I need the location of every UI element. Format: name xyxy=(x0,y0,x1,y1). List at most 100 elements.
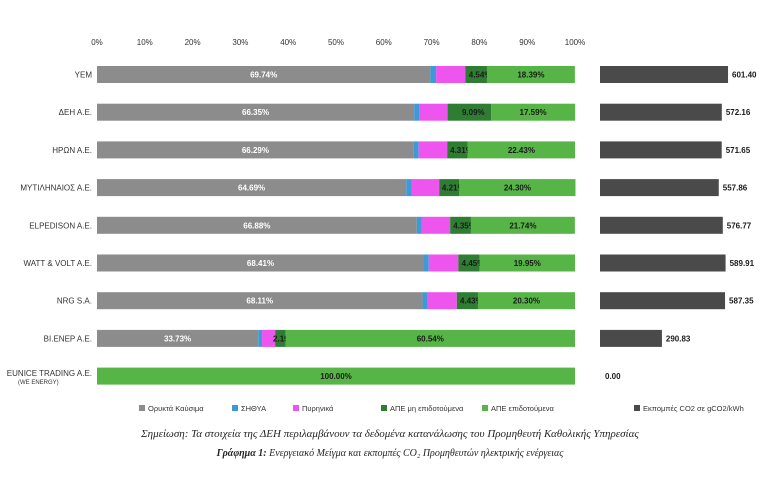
bar-segment xyxy=(423,254,429,272)
bar-segment xyxy=(456,292,478,310)
data-label: 17.59% xyxy=(520,108,547,117)
data-label: 60.54% xyxy=(417,334,444,343)
bar-segment xyxy=(486,66,575,83)
data-label: 4.43% xyxy=(460,297,483,306)
bar-segment xyxy=(97,367,575,385)
x-tick-label: 10% xyxy=(137,38,153,47)
x-tick-label: 80% xyxy=(471,38,487,47)
data-label: 4.54% xyxy=(469,71,492,80)
data-label: 4.31% xyxy=(450,146,473,155)
x-tick-label: 60% xyxy=(376,38,392,47)
bar-segment xyxy=(421,216,451,234)
bar-segment xyxy=(414,103,420,121)
bar-segment xyxy=(465,66,487,83)
data-label: 21.74% xyxy=(509,221,536,230)
bar-segment xyxy=(413,141,419,159)
bar-segment xyxy=(285,329,575,347)
bar-segment xyxy=(416,216,422,234)
data-label: 68.41% xyxy=(247,259,274,268)
data-label: 18.39% xyxy=(517,71,544,80)
bar-segment xyxy=(477,292,575,310)
bar-segment xyxy=(436,66,466,83)
category-sublabel: (WE ENERGY) xyxy=(18,380,59,386)
bar-segment xyxy=(428,254,459,272)
x-tick-label: 90% xyxy=(519,38,535,47)
data-label: 69.74% xyxy=(250,71,277,80)
bar-segment xyxy=(430,66,437,83)
x-tick-label: 100% xyxy=(565,38,585,47)
legend-label: ΣΗΘΥΑ xyxy=(241,404,266,413)
co2-value-label: 589.91 xyxy=(730,259,755,268)
data-label: 2.19% xyxy=(273,334,296,343)
co2-bar xyxy=(600,216,723,234)
legend-swatch xyxy=(139,405,145,411)
bar-segment xyxy=(447,103,492,121)
bar-segment xyxy=(406,179,412,197)
bar-segment xyxy=(97,292,423,310)
bar-segment xyxy=(479,254,575,272)
category-label: ΒΙ.ΕΝΕΡ Α.Ε. xyxy=(44,334,92,343)
bar-segment xyxy=(97,103,415,121)
data-label: 4.45% xyxy=(462,259,485,268)
bar-segment xyxy=(97,179,407,197)
co2-value-label: 571.65 xyxy=(726,146,751,155)
category-label: EUNICE TRADING A.E. xyxy=(7,369,92,378)
bar-segment xyxy=(422,292,428,310)
x-tick-label: 20% xyxy=(185,38,201,47)
legend-label: ΑΠΕ μη επιδοτούμενα xyxy=(390,404,464,413)
legend-swatch xyxy=(634,405,640,411)
x-tick-label: 40% xyxy=(280,38,296,47)
bar-segment xyxy=(459,179,576,197)
data-label: 9.09% xyxy=(462,108,485,117)
data-label: 4.35% xyxy=(453,221,476,230)
co2-bar xyxy=(600,103,722,121)
legend-label: Εκπομπές CO2 σε gCO2/kWh xyxy=(643,404,744,413)
data-label: 20.30% xyxy=(513,297,540,306)
co2-bar xyxy=(600,141,722,159)
bar-segment xyxy=(275,329,286,347)
bar-segment xyxy=(97,66,431,83)
bar-segment xyxy=(262,329,276,347)
bar-segment xyxy=(439,179,460,197)
legend-swatch xyxy=(293,405,299,411)
co2-value-label: 587.35 xyxy=(729,297,754,306)
co2-value-label: 0.00 xyxy=(605,372,621,381)
bar-segment xyxy=(97,329,259,347)
x-tick-label: 50% xyxy=(328,38,344,47)
bar-segment xyxy=(467,141,575,159)
co2-value-label: 576.77 xyxy=(727,221,752,230)
x-tick-label: 0% xyxy=(91,38,103,47)
co2-bar xyxy=(600,179,719,197)
bar-segment xyxy=(427,292,457,310)
co2-value-label: 290.83 xyxy=(666,334,691,343)
chart-canvas: 0% 10% 20% 30% 40% 50% 60% 70% 80% 90% 100% YEM 69.7… xyxy=(7,38,757,413)
category-label: YEM xyxy=(75,71,93,80)
x-tick-label: 30% xyxy=(232,38,248,47)
category-label: ELPEDISON A.E. xyxy=(29,221,92,230)
data-label: 66.88% xyxy=(243,221,270,230)
category-label: ΜΥΤΙΛΗΝΑΙΟΣ Α.Ε. xyxy=(20,184,92,193)
co2-value-label: 601.40 xyxy=(732,71,757,80)
legend-label: ΑΠΕ επιδοτούμενα xyxy=(491,404,554,413)
caption-prefix: Γράφημα 1: xyxy=(216,448,267,459)
category-label: ΗΡΩΝ Α.Ε. xyxy=(52,146,92,155)
co2-bar xyxy=(600,66,729,83)
data-label: 68.11% xyxy=(246,297,273,306)
data-label: 66.29% xyxy=(242,146,269,155)
bar-segment xyxy=(97,141,414,159)
data-label: 33.73% xyxy=(164,334,191,343)
co2-value-label: 557.86 xyxy=(723,184,748,193)
legend-label: Ορυκτά Καύσιμα xyxy=(148,404,204,413)
bar-segment xyxy=(447,141,468,159)
co2-bar xyxy=(600,292,726,310)
category-label: WATT & VOLT A.E. xyxy=(24,259,92,268)
bar-segment xyxy=(97,216,417,234)
bar-segment xyxy=(450,216,471,234)
bar-segment xyxy=(97,254,424,272)
bar-segment xyxy=(411,179,440,197)
co2-value-label: 572.16 xyxy=(726,108,751,117)
bar-segment xyxy=(419,103,448,121)
chart-note: Σημείωση: Τα στοιχεία της ΔΕΗ περιλαμβάν… xyxy=(141,428,639,440)
co2-bar xyxy=(600,254,726,272)
